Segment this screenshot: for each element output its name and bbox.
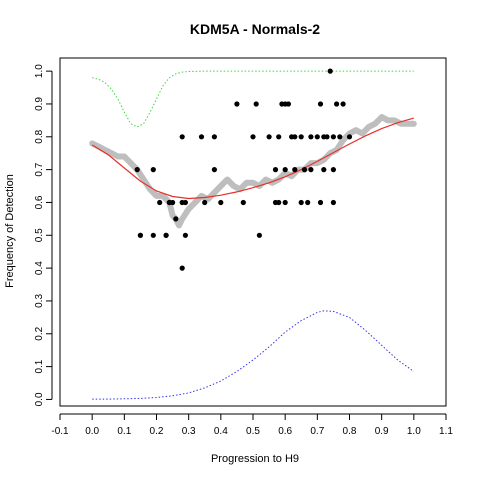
- data-point: [272, 199, 279, 206]
- data-point: [256, 232, 262, 238]
- x-tick-label: 0.2: [150, 426, 164, 437]
- x-tick-label: -0.1: [51, 426, 69, 437]
- data-point: [308, 167, 314, 173]
- data-point: [285, 101, 291, 107]
- data-point: [240, 199, 246, 206]
- y-tick-label: 0.4: [34, 261, 45, 275]
- data-point: [334, 101, 340, 107]
- data-point: [272, 167, 279, 173]
- data-point: [150, 232, 156, 238]
- data-point: [330, 134, 336, 140]
- data-point: [330, 167, 336, 173]
- data-point: [337, 134, 343, 140]
- data-point: [317, 101, 324, 107]
- x-tick-label: 0.5: [246, 426, 260, 437]
- data-point: [211, 167, 217, 173]
- data-point: [179, 199, 185, 206]
- y-tick-label: 0.3: [34, 294, 45, 308]
- x-tick-label: 0.7: [310, 426, 324, 437]
- data-point: [276, 134, 282, 140]
- data-point: [292, 167, 298, 173]
- data-point: [179, 134, 185, 140]
- data-point: [321, 167, 327, 173]
- data-point: [301, 167, 308, 173]
- series-layer: [89, 68, 417, 400]
- data-point: [317, 199, 324, 206]
- green-dotted-curve: [92, 70, 414, 128]
- x-tick-label: 0.3: [182, 426, 196, 437]
- axes: -0.1 0.0 0.1 0.2 0.3 0.4 0.5 0.6 0.7 0.8 0.9 1.0 1.1…: [34, 64, 453, 437]
- y-tick-label: 0.0: [34, 392, 45, 406]
- plot-frame: [59, 57, 447, 407]
- data-point: [157, 199, 163, 206]
- x-tick-label: 0.0: [85, 426, 99, 437]
- y-tick-label: 0.1: [34, 359, 45, 373]
- running-mean-line: [89, 114, 417, 229]
- data-point: [179, 265, 185, 271]
- fitted-line: [91, 117, 414, 200]
- data-point: [182, 232, 188, 238]
- x-tick-label: 1.1: [439, 426, 453, 437]
- data-point: [282, 167, 288, 173]
- data-point: [211, 134, 217, 140]
- data-point: [166, 199, 172, 206]
- data-point: [134, 167, 140, 173]
- data-point: [298, 199, 304, 206]
- data-point: [266, 134, 272, 140]
- y-tick-label: 0.2: [34, 326, 45, 340]
- x-tick-label: 0.6: [278, 426, 292, 437]
- data-point: [173, 216, 179, 222]
- x-tick-label: 0.4: [214, 426, 228, 437]
- data-point: [308, 134, 314, 140]
- y-tick-label: 1.0: [34, 64, 45, 78]
- x-tick-label: 0.8: [343, 426, 357, 437]
- data-point: [202, 199, 208, 206]
- data-point: [324, 134, 330, 140]
- y-tick-label: 0.7: [34, 162, 45, 176]
- y-axis-label: Frequency of Detection: [4, 174, 16, 288]
- data-point: [346, 134, 353, 140]
- y-tick-label: 0.9: [34, 97, 45, 111]
- y-tick-label: 0.5: [34, 228, 45, 242]
- data-point: [198, 134, 205, 140]
- data-point: [314, 134, 320, 140]
- data-point: [218, 199, 224, 206]
- y-tick-label: 0.8: [34, 129, 45, 143]
- data-point: [292, 134, 298, 140]
- x-tick-label: 1.0: [407, 426, 421, 437]
- blue-dotted-curve: [92, 310, 415, 400]
- data-point: [253, 101, 259, 107]
- data-point: [150, 167, 156, 173]
- data-point: [163, 232, 169, 238]
- y-tick-label: 0.6: [34, 195, 45, 209]
- x-tick-label: 0.9: [375, 426, 389, 437]
- data-point: [305, 199, 311, 206]
- data-point: [340, 101, 346, 107]
- data-point: [330, 199, 336, 206]
- data-point: [234, 101, 240, 107]
- data-point: [327, 68, 333, 74]
- x-axis-label: Progression to H9: [211, 453, 299, 465]
- data-point: [137, 232, 143, 238]
- data-point: [298, 134, 304, 140]
- data-point: [250, 134, 256, 140]
- x-tick-label: 0.1: [117, 426, 131, 437]
- chart-title: KDM5A - Normals-2: [190, 21, 320, 37]
- data-point: [282, 199, 288, 206]
